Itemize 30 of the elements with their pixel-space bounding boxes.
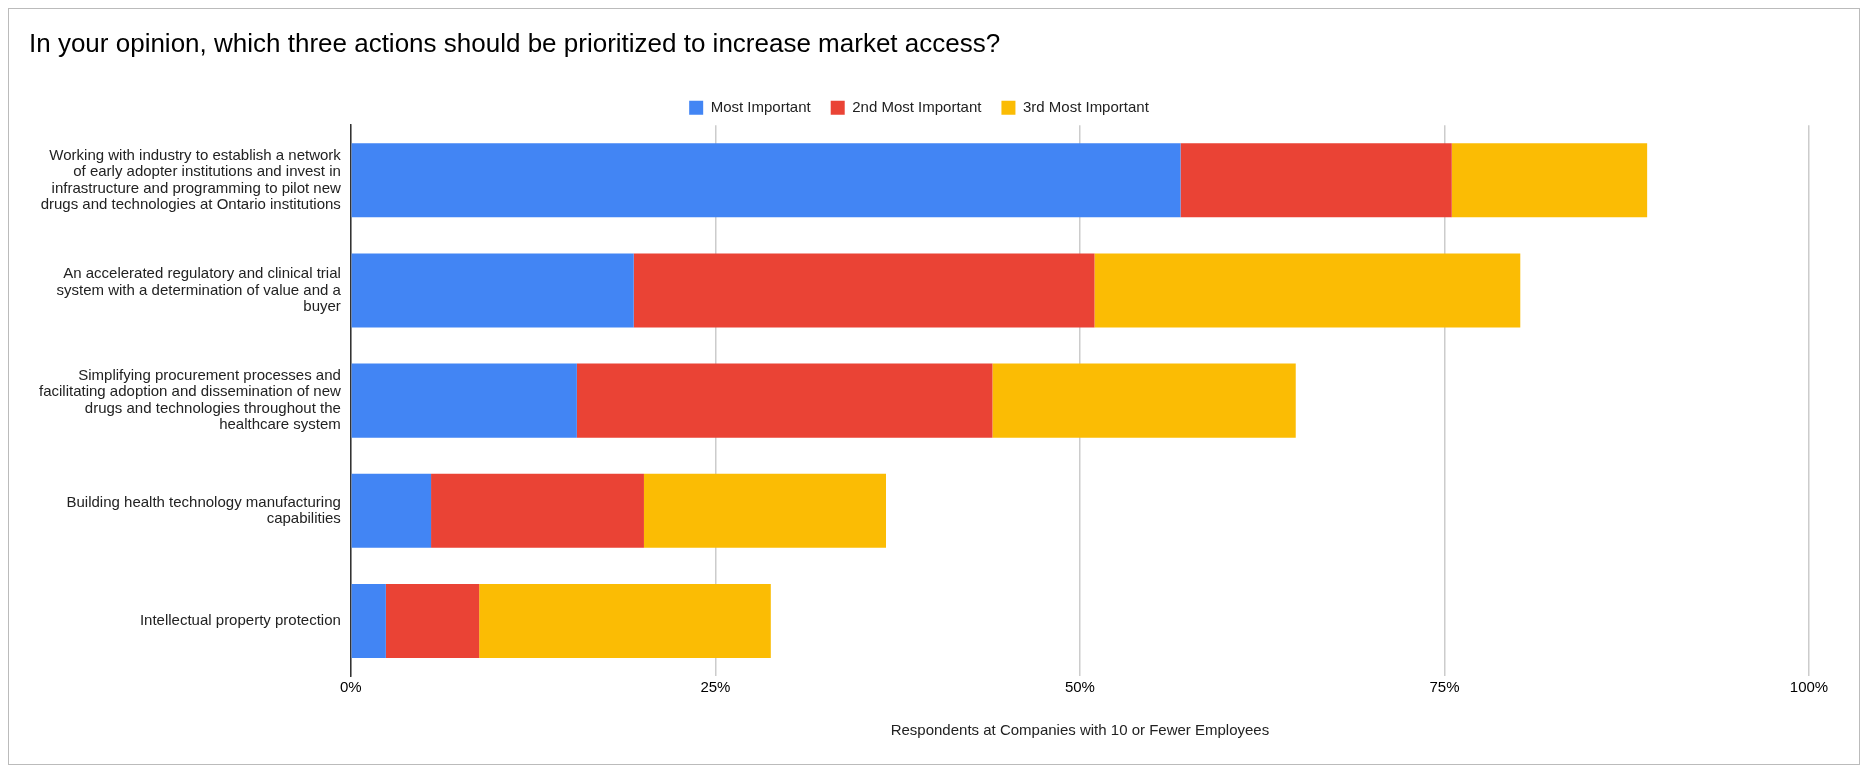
bar bbox=[576, 363, 993, 438]
y-tick-label: Working with industry to establish a network of early adopter institutions and invest in infrastructure and programming to pilot new drugs and technologies at Ontario institutions bbox=[40, 145, 342, 213]
x-tick-label: 75% bbox=[1429, 678, 1460, 696]
y-tick-label: An accelerated regulatory and clinical trial system with a determination of value and a buyer bbox=[56, 264, 342, 315]
bar bbox=[351, 253, 634, 328]
bar bbox=[1180, 143, 1452, 218]
chart-title: In your opinion, which three actions should be prioritized to increase market access? bbox=[29, 27, 1001, 58]
bar bbox=[351, 583, 386, 658]
y-tick-label: Building health technology manufacturing capabilities bbox=[66, 492, 341, 527]
y-tick-label: Intellectual property protection bbox=[139, 611, 341, 629]
bar bbox=[351, 473, 432, 548]
legend-label: Most Important bbox=[710, 97, 812, 115]
bar bbox=[431, 473, 644, 548]
x-axis-title: Respondents at Companies with 10 or Fewer Employees bbox=[890, 721, 1270, 739]
bar bbox=[1094, 253, 1521, 328]
bar bbox=[633, 253, 1095, 328]
bar bbox=[385, 583, 480, 658]
bar bbox=[351, 363, 577, 438]
x-tick-label: 0% bbox=[340, 678, 362, 696]
legend-label: 2nd Most Important bbox=[852, 97, 983, 115]
legend-label: 3rd Most Important bbox=[1022, 97, 1150, 115]
bar bbox=[351, 143, 1181, 218]
x-tick-label: 25% bbox=[700, 678, 731, 696]
y-tick-label: Simplifying procurement processes and facilitating adoption and dissemination of new drugs and technologies throughout the healthcare system bbox=[38, 365, 342, 433]
bar bbox=[643, 473, 886, 548]
bar bbox=[992, 363, 1296, 438]
bar bbox=[1451, 143, 1648, 218]
x-tick-label: 100% bbox=[1789, 678, 1829, 696]
bar bbox=[479, 583, 771, 658]
x-tick-label: 50% bbox=[1064, 678, 1095, 696]
